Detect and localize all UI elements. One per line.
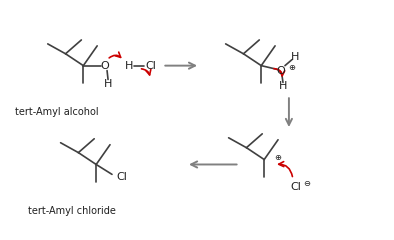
Text: H: H — [279, 81, 287, 91]
Text: H: H — [125, 61, 133, 71]
Text: Cl: Cl — [290, 182, 301, 192]
Text: ⊕: ⊕ — [288, 63, 296, 72]
Text: O: O — [101, 61, 110, 71]
Text: Cl: Cl — [117, 172, 127, 182]
Text: tert-Amyl chloride: tert-Amyl chloride — [28, 206, 115, 216]
Text: tert-Amyl alcohol: tert-Amyl alcohol — [15, 107, 98, 117]
Text: H: H — [291, 52, 299, 62]
Text: H: H — [104, 79, 112, 90]
Text: Cl: Cl — [145, 61, 156, 71]
Text: ⊕: ⊕ — [275, 153, 282, 162]
Text: ⊖: ⊖ — [303, 179, 310, 188]
Text: O: O — [277, 66, 285, 76]
